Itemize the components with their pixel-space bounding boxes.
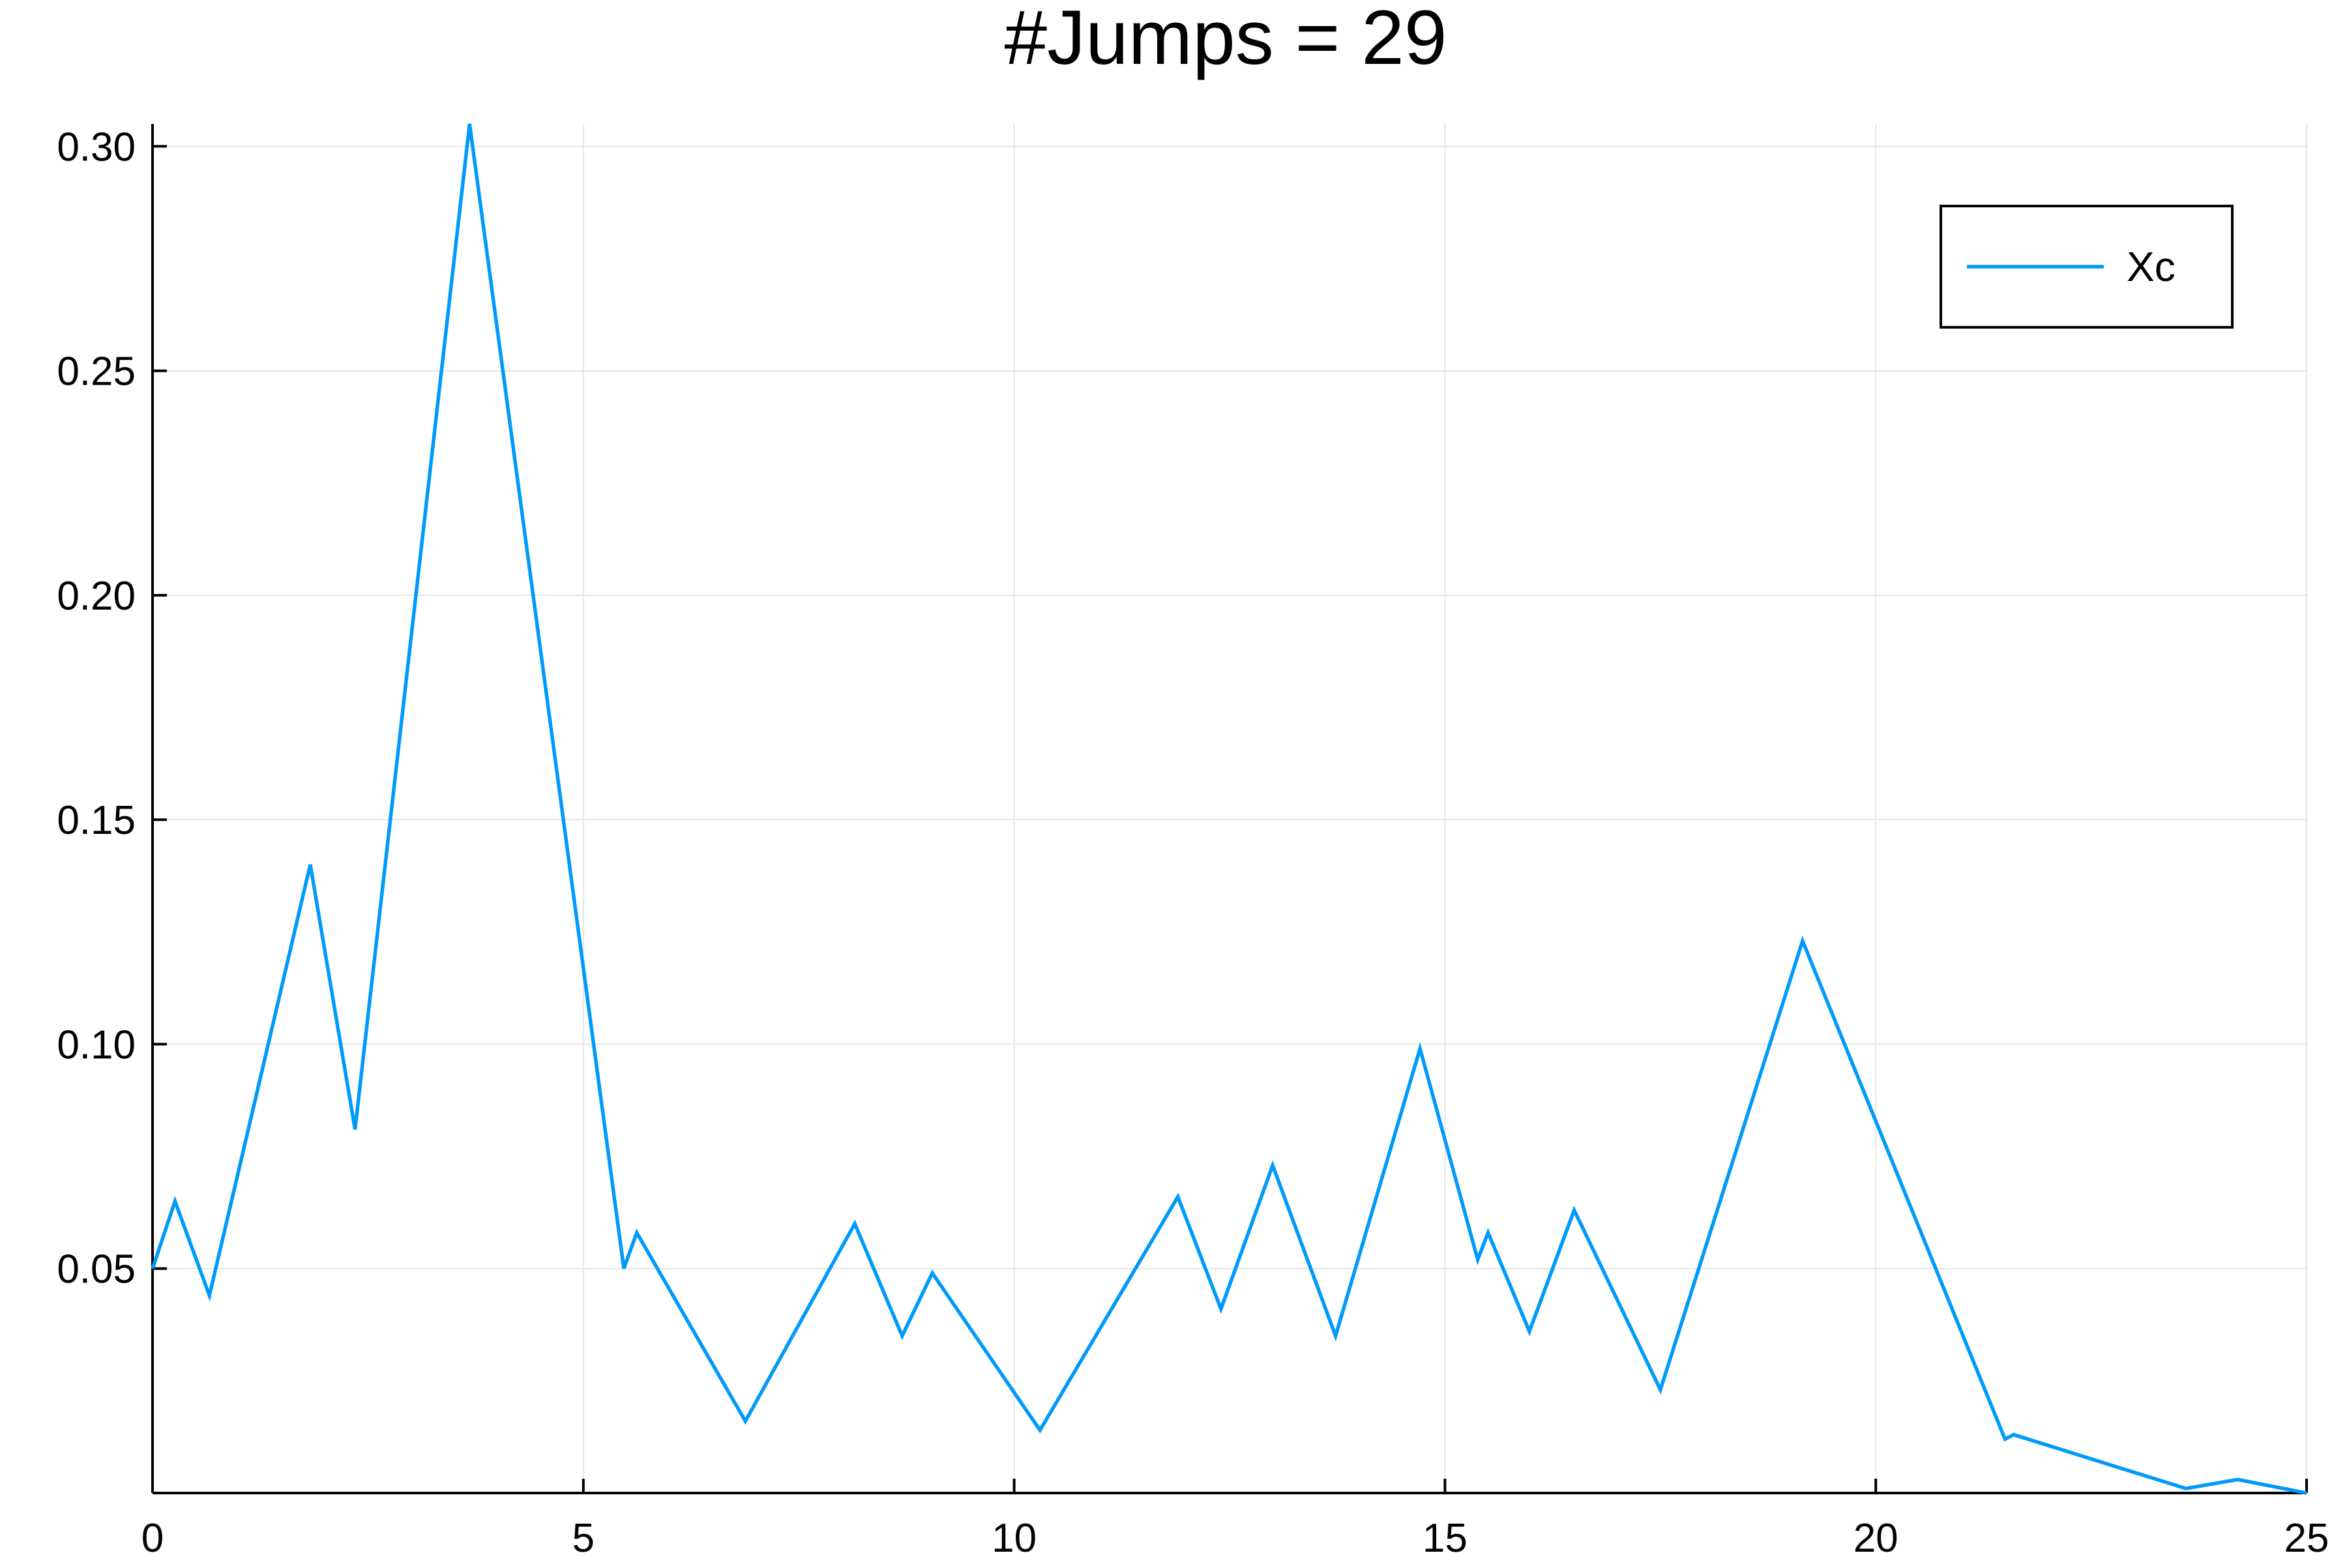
y-tick-label: 0.20	[57, 574, 136, 619]
y-tick-label: 0.30	[57, 125, 136, 170]
series-line-xc	[151, 123, 2307, 1495]
y-tick-label: 0.15	[57, 798, 136, 843]
chart-title: #Jumps = 29	[1005, 0, 1447, 81]
x-tick-label: 0	[141, 1516, 164, 1561]
grid-lines	[152, 124, 2307, 1493]
x-tick-label: 25	[2284, 1516, 2329, 1561]
legend: Xc	[1940, 205, 2234, 329]
x-tick-label: 15	[1423, 1516, 1468, 1561]
y-tick-label: 0.25	[57, 349, 136, 394]
axes: 0 5 10 15 20 25 0.05 0.10 0.15 0.20 0.25 0.30	[57, 124, 2329, 1561]
series-layer	[151, 123, 2307, 1495]
x-tick-label: 10	[992, 1516, 1037, 1561]
legend-label-xc: Xc	[2127, 243, 2176, 290]
y-tick-label: 0.05	[57, 1247, 136, 1292]
y-tick-label: 0.10	[57, 1022, 136, 1067]
x-tick-label: 5	[572, 1516, 595, 1561]
x-tick-label: 20	[1853, 1516, 1898, 1561]
